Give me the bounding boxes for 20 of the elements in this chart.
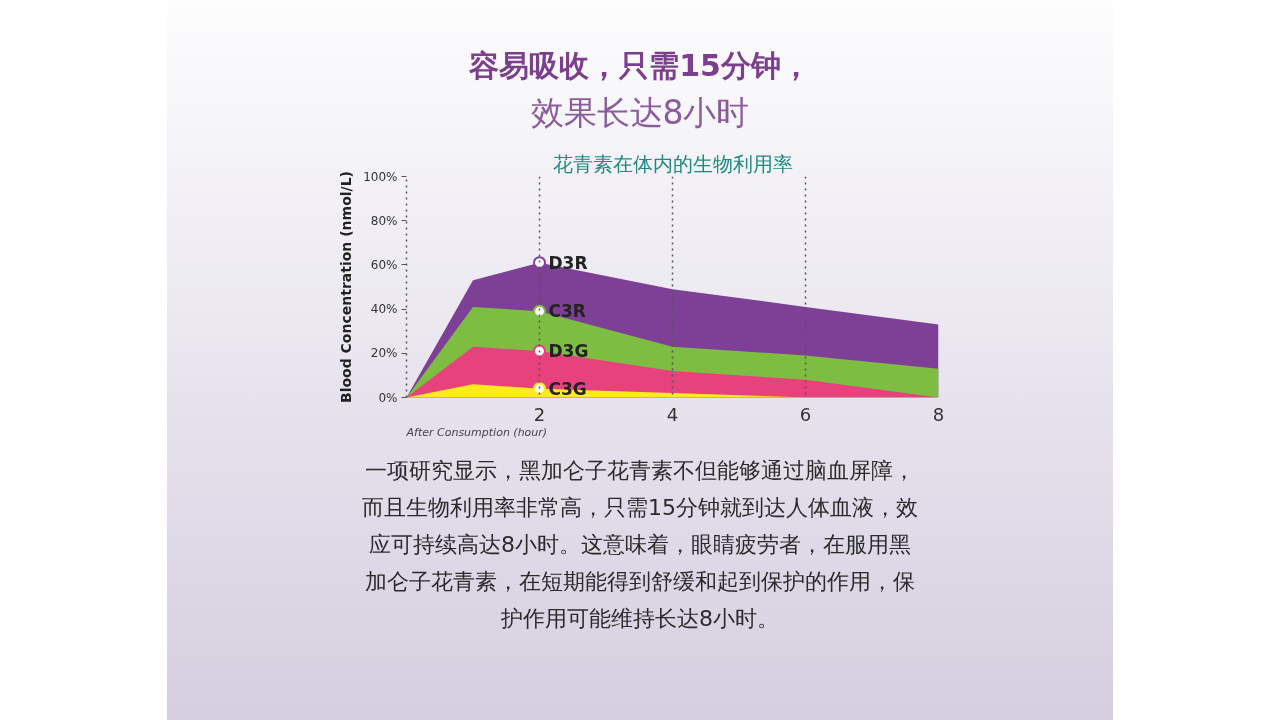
y-tick-label: 100% (363, 169, 398, 184)
x-tick-label: 6 (799, 403, 812, 425)
series-label: D3R (548, 252, 588, 273)
y-tick-label: 60% (370, 257, 398, 272)
series-label: D3G (548, 341, 589, 362)
y-tick-label: 20% (370, 346, 398, 361)
y-axis-title: Blood Concentration (nmol/L) (338, 170, 355, 404)
text: 花青素在体内的生物利用率 (552, 151, 793, 176)
x-tick-label: 4 (666, 403, 679, 425)
y-tick-label: 0% (378, 390, 398, 405)
x-tick-label: 2 (533, 403, 546, 425)
x-axis-title: After Consumption (hour) (405, 425, 548, 439)
series-label: C3R (548, 301, 586, 322)
series-label: C3G (548, 378, 587, 399)
chart-subtitle: 效果长达8小时 (529, 92, 751, 134)
y-tick-label: 80% (370, 213, 398, 228)
y-tick-label: 40% (370, 302, 398, 317)
text: 一项研究显示，黑加仑子花青素不但能够通过脑血屏障，而且生物利用率非常高，只需15分钟就到达人体血液，效应可持续高达8小时。这意味着，眼睛疲劳者，在服用黑加仑子花青素，在短期能得到舒缓和起到保护的作用，保护作用可能维持长达8小时。 (361, 457, 919, 633)
chart-title: 容易吸收，只需15分钟， (468, 47, 812, 85)
x-tick-label: 8 (932, 403, 945, 425)
